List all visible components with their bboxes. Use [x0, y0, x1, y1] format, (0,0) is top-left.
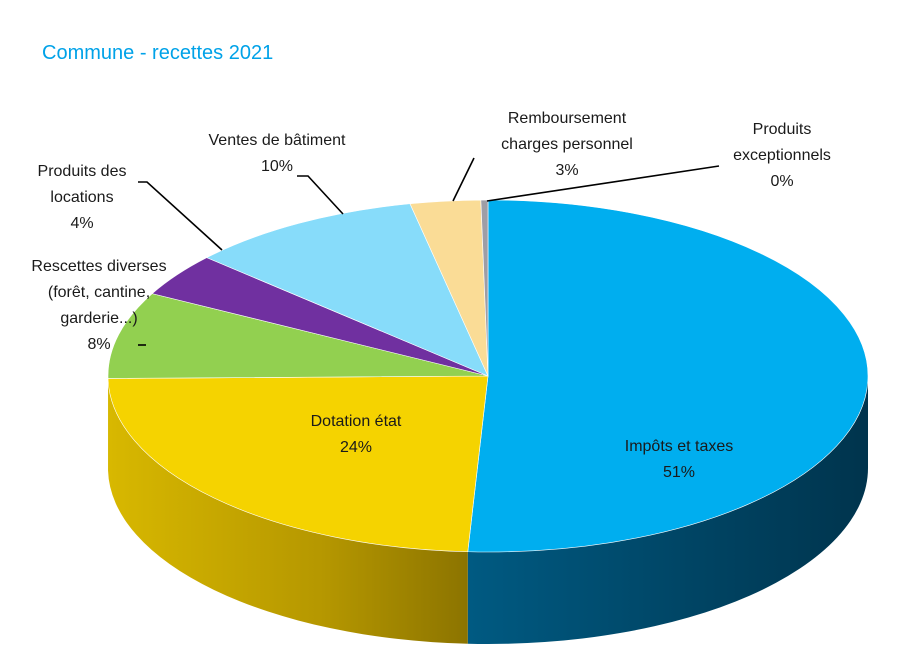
pie-slices: [107, 199, 869, 553]
pie-slice-0: [467, 199, 869, 553]
pie-side-1: [108, 378, 468, 644]
leader-lines: [138, 157, 720, 346]
pie-slice-1: [107, 375, 489, 553]
leader-line-5: [452, 157, 475, 202]
slice-label-5: Remboursement charges personnel 3%: [501, 110, 633, 179]
chart-title: Commune - recettes 2021: [42, 42, 274, 64]
slice-label-4: Ventes de bâtiment 10%: [209, 132, 347, 175]
slice-label-6: Produits exceptionnels 0%: [733, 121, 831, 190]
leader-line-6: [486, 165, 720, 202]
slice-label-3: Produits des locations 4%: [38, 163, 127, 232]
pie-sides: [108, 376, 868, 644]
slice-label-0: Impôts et taxes 51%: [625, 438, 734, 481]
pie-slice-4: [206, 203, 489, 377]
slice-label-2: Rescettes diverses (forêt, cantine, garder…: [31, 258, 166, 353]
slice-labels: Impôts et taxes 51% Dotation état 24% Rescet…: [31, 110, 831, 481]
slice-label-1: Dotation état 24%: [311, 413, 402, 456]
pie-side-0: [467, 376, 868, 644]
leader-line-3: [138, 181, 223, 251]
leader-line-4: [297, 175, 344, 215]
pie-slice-6: [480, 199, 489, 377]
pie-slice-2: [107, 293, 489, 379]
